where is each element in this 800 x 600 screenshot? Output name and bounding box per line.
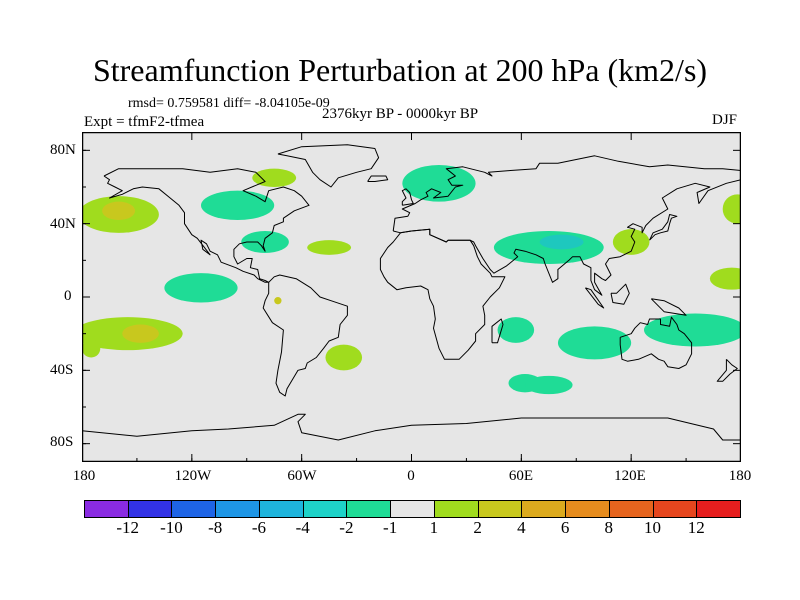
- lat-label-80n: 80N: [50, 142, 76, 158]
- coastline-1: [277, 144, 380, 188]
- colorbar-box-2: [171, 500, 217, 518]
- anomaly-region-11: [709, 267, 741, 290]
- anomaly-region-10: [722, 194, 741, 224]
- experiment-label: Expt = tfmF2-tfmea: [84, 114, 205, 130]
- colorbar-box-11: [565, 500, 610, 518]
- colorbar-label: -4: [295, 518, 310, 537]
- colorbar-box-14: [696, 500, 742, 518]
- coastline-13: [650, 298, 687, 316]
- colorbar-box-5: [302, 500, 348, 518]
- anomaly-region-19: [643, 313, 741, 347]
- colorbar-label: 2: [473, 518, 482, 537]
- colorbar-box-13: [652, 500, 698, 518]
- anomaly-region-4: [241, 231, 289, 253]
- colorbar-box-0: [84, 500, 129, 518]
- coastline-12: [610, 283, 630, 305]
- coastline-5: [491, 318, 504, 344]
- anomaly-region-1: [102, 201, 136, 220]
- coastline-0: [103, 168, 310, 283]
- lon-label-60e: 60E: [508, 468, 534, 484]
- world-map: [82, 132, 741, 462]
- colorbar: [84, 500, 742, 518]
- stats-label: rmsd= 0.759581 diff= -8.04105e-09: [128, 96, 330, 111]
- coastline-14: [716, 358, 738, 382]
- colorbar-label: -2: [339, 518, 354, 537]
- anomaly-region-9: [612, 229, 650, 255]
- coastline-11: [585, 287, 605, 309]
- coastline-8: [649, 214, 678, 241]
- anomaly-region-17: [497, 317, 535, 343]
- lat-label-40s: 40S: [50, 362, 74, 378]
- anomaly-region-15: [82, 339, 101, 358]
- chart-title: Streamfunction Perturbation at 200 hPa (…: [92, 52, 708, 88]
- colorbar-label: 8: [604, 518, 614, 537]
- colorbar-label: 4: [517, 518, 526, 537]
- coastline-9: [82, 413, 741, 441]
- lon-label-0: 0: [407, 468, 415, 484]
- coastline-2: [262, 274, 348, 397]
- anomaly-region-18: [557, 326, 632, 360]
- coastline-10: [367, 175, 389, 182]
- lon-label-120w: 120W: [174, 468, 212, 484]
- colorbar-box-10: [521, 500, 567, 518]
- colorbar-box-7: [390, 500, 435, 518]
- lat-label-80s: 80S: [50, 434, 74, 450]
- lat-label-40n: 40N: [50, 216, 76, 232]
- colorbar-label: 6: [560, 518, 570, 537]
- lon-label-180w: 180: [72, 468, 96, 484]
- colorbar-label: -12: [116, 518, 140, 537]
- colorbar-label: 1: [429, 518, 439, 537]
- anomaly-region-6: [402, 165, 476, 202]
- lon-label-180e: 180: [728, 468, 752, 484]
- colorbar-label: -1: [383, 518, 398, 537]
- anomaly-region-2: [200, 190, 275, 220]
- colorbar-box-6: [346, 500, 392, 518]
- lat-label-eq: 0: [64, 288, 72, 304]
- colorbar-box-3: [215, 500, 260, 518]
- lon-label-120e: 120E: [614, 468, 646, 484]
- coastline-7: [401, 188, 414, 206]
- colorbar-label: -8: [208, 518, 223, 537]
- period-label: 2376kyr BP - 0000kyr BP: [322, 106, 479, 122]
- anomaly-region-22: [274, 297, 282, 305]
- coastline-3: [392, 155, 741, 296]
- colorbar-box-4: [258, 500, 304, 518]
- anomaly-region-5: [307, 240, 352, 255]
- colorbar-label: -10: [160, 518, 183, 537]
- anomaly-region-12: [164, 273, 238, 303]
- colorbar-box-1: [127, 500, 173, 518]
- lon-label-60w: 60W: [287, 468, 317, 484]
- anomaly-region-21: [524, 375, 573, 395]
- colorbar-label: -6: [251, 518, 267, 537]
- colorbar-box-12: [608, 500, 654, 518]
- season-label: DJF: [712, 112, 738, 128]
- coastline-6: [619, 316, 693, 369]
- anomaly-region-16: [325, 344, 363, 371]
- coastline-4: [379, 228, 506, 360]
- colorbar-box-8: [433, 500, 479, 518]
- colorbar-label: 12: [687, 518, 705, 537]
- colorbar-box-9: [477, 500, 523, 518]
- anomaly-region-14: [122, 324, 159, 343]
- map-frame: [82, 132, 741, 462]
- anomaly-region-8: [539, 234, 584, 250]
- colorbar-label: 10: [644, 518, 662, 537]
